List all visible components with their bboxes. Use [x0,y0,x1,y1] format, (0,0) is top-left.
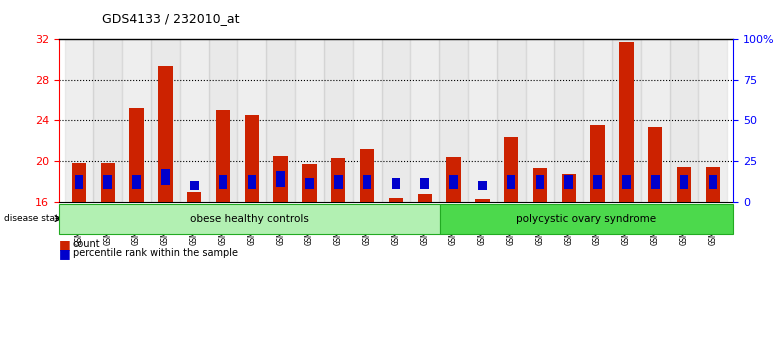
Bar [100,163,115,202]
Bar [331,158,346,202]
Text: GDS4133 / 232010_at: GDS4133 / 232010_at [102,12,239,25]
Bar [449,175,458,189]
Bar [420,178,429,189]
Bar [622,175,631,189]
Bar [446,157,461,202]
Bar [132,175,141,189]
Bar [706,167,720,202]
Bar [161,169,169,185]
Bar [641,39,670,202]
Bar [391,178,401,189]
Bar [219,175,227,189]
Bar [74,175,83,189]
Bar [216,110,230,202]
Bar [180,39,209,202]
Bar [187,192,201,202]
Bar [651,175,659,189]
Bar [353,39,382,202]
Bar [533,168,547,202]
Bar [525,39,554,202]
Bar [535,175,544,189]
Text: polycystic ovary syndrome: polycystic ovary syndrome [517,213,656,224]
Bar [410,39,439,202]
Bar [389,198,403,202]
Bar [64,39,93,202]
Bar [103,175,112,189]
Text: percentile rank within the sample: percentile rank within the sample [73,248,238,258]
Bar [468,39,497,202]
Bar [475,199,489,202]
Bar [382,39,410,202]
Bar [158,67,172,202]
Bar [267,39,295,202]
Bar [648,127,662,202]
Text: count: count [73,239,100,249]
Bar [72,163,86,202]
Bar [360,149,374,202]
Bar [122,39,151,202]
Bar [238,39,267,202]
Text: disease state: disease state [4,214,64,223]
Bar [554,39,583,202]
Bar [677,167,691,202]
Bar [504,137,518,202]
Bar [670,39,699,202]
Bar [305,178,314,189]
Text: obese healthy controls: obese healthy controls [190,213,309,224]
Bar [561,174,576,202]
Bar [583,39,612,202]
Text: ■: ■ [59,238,71,251]
Bar [506,175,516,189]
Bar [151,39,180,202]
Bar [276,171,285,187]
Bar [418,194,432,202]
Bar [680,175,688,189]
Bar [439,39,468,202]
Bar [363,175,372,189]
Bar [274,156,288,202]
Bar [709,175,717,189]
Bar [497,39,525,202]
Bar [93,39,122,202]
Bar [612,39,641,202]
Bar [478,181,487,190]
Bar [699,39,728,202]
Bar [248,175,256,189]
Bar [324,39,353,202]
Bar [209,39,238,202]
Bar [593,175,602,189]
Bar [334,175,343,189]
Bar [590,125,604,202]
Bar [619,42,633,202]
Bar [129,108,143,202]
Bar [303,164,317,202]
Bar [190,181,198,190]
Bar [295,39,324,202]
Bar [564,175,573,189]
Bar [245,115,259,202]
Text: ■: ■ [59,247,71,259]
